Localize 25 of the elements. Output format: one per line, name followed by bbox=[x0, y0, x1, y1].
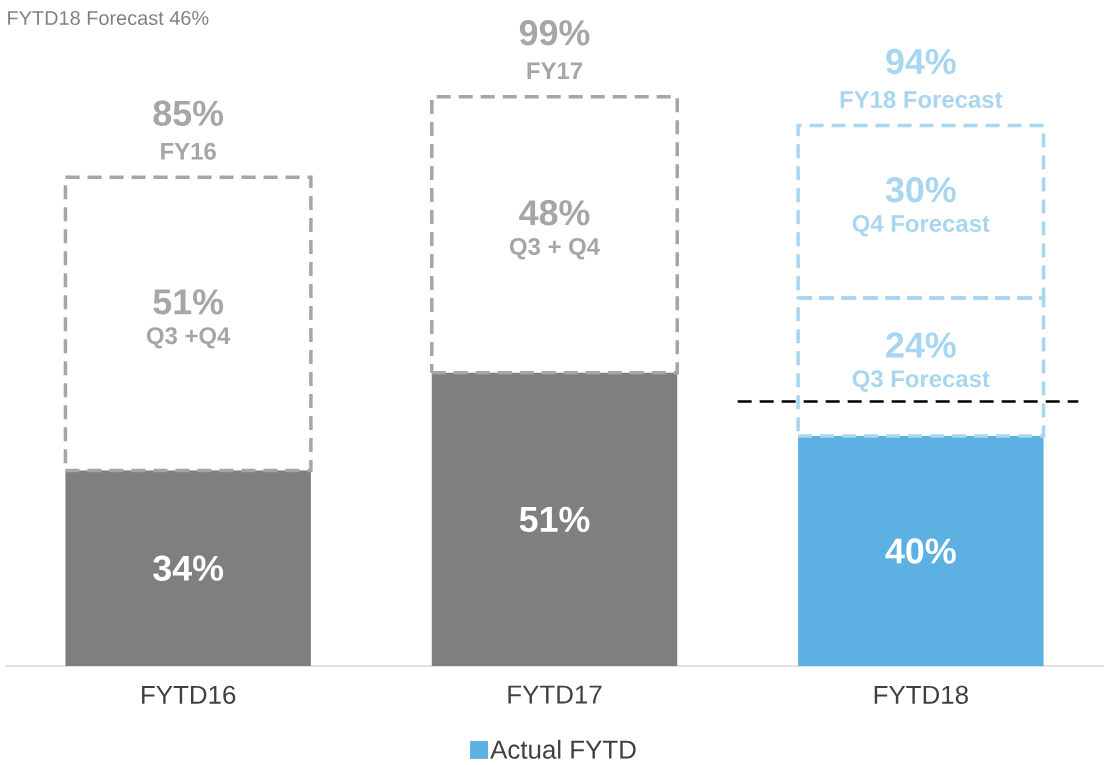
annotation: Q3 + Q4 bbox=[509, 238, 600, 260]
data-label: 34% bbox=[153, 555, 224, 581]
x-tick-label: FYTD18 bbox=[874, 685, 968, 704]
data-label: 30% bbox=[885, 177, 956, 203]
annotation: Q3 Forecast bbox=[852, 370, 990, 392]
total-label: 85% bbox=[153, 100, 224, 126]
legend-label: Actual FYTD bbox=[490, 739, 636, 759]
data-label: 48% bbox=[519, 200, 590, 226]
x-tick-label: FYTD17 bbox=[508, 685, 602, 704]
text: FYTD18 Forecast 46% bbox=[8, 10, 209, 26]
data-label: 51% bbox=[153, 289, 224, 315]
bar bbox=[65, 470, 311, 666]
data-label: 51% bbox=[519, 506, 590, 533]
annotation: Q3 +Q4 bbox=[146, 327, 231, 349]
total-label: 94% bbox=[886, 48, 956, 75]
x-tick-label: FYTD16 bbox=[142, 685, 236, 704]
data-label: 40% bbox=[885, 538, 956, 564]
annotation: FY18 Forecast bbox=[840, 91, 1003, 108]
bar bbox=[798, 436, 1044, 666]
total-label: 99% bbox=[519, 20, 590, 46]
annotation: Q4 Forecast bbox=[852, 215, 990, 237]
text: FY17 bbox=[527, 62, 583, 79]
bar bbox=[431, 372, 678, 666]
data-label: 24% bbox=[886, 332, 956, 358]
annotation: FY16 bbox=[161, 142, 216, 160]
